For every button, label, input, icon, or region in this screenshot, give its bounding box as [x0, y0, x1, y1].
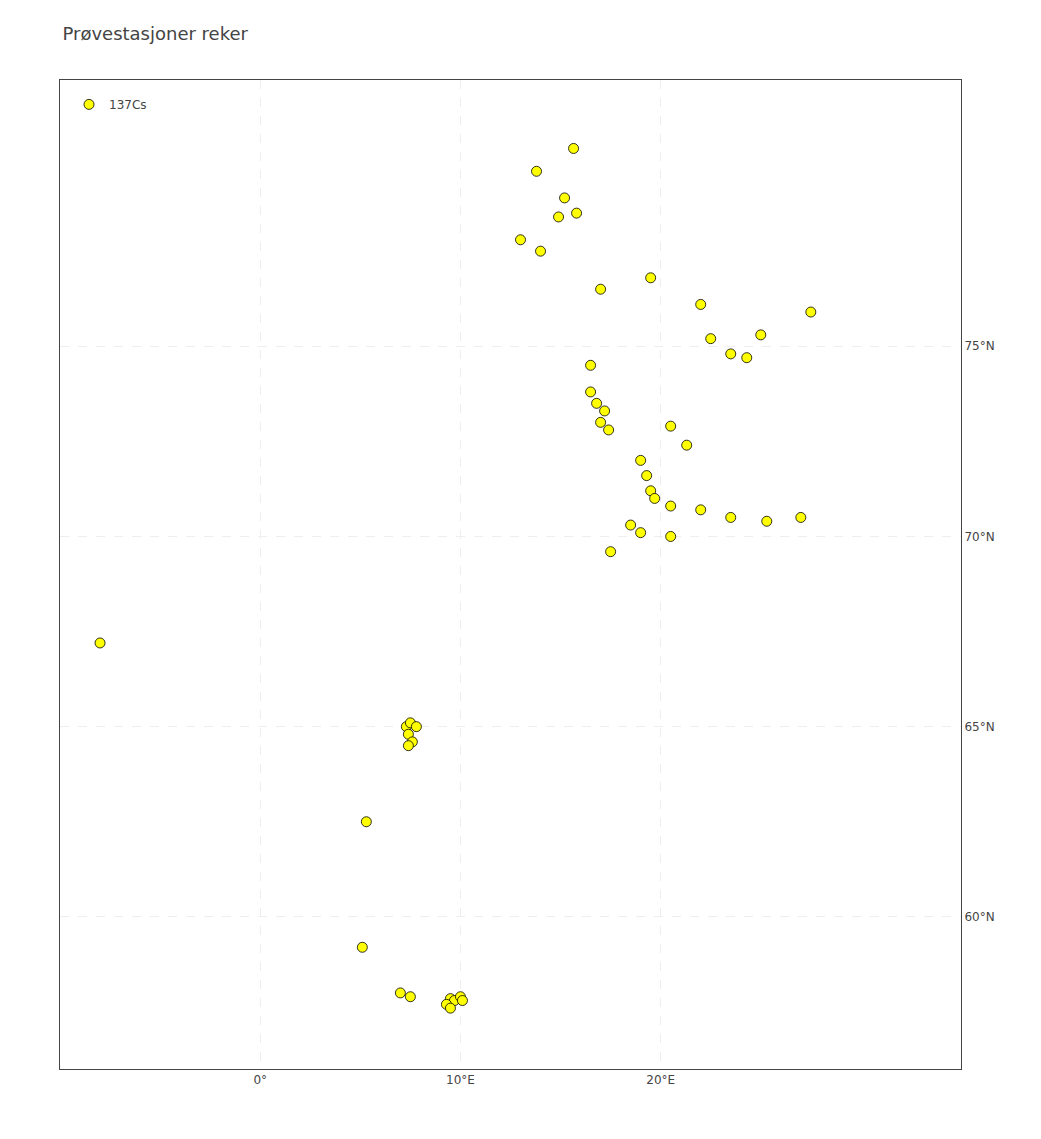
- svg-text:10°E: 10°E: [446, 1073, 475, 1087]
- svg-text:65°N: 65°N: [964, 720, 994, 734]
- svg-text:0°: 0°: [253, 1073, 267, 1087]
- svg-text:20°E: 20°E: [646, 1073, 675, 1087]
- svg-text:75°N: 75°N: [964, 339, 994, 353]
- svg-text:60°N: 60°N: [964, 910, 994, 924]
- svg-text:137Cs: 137Cs: [109, 98, 147, 112]
- svg-text:Prøvestasjoner reker: Prøvestasjoner reker: [62, 23, 248, 44]
- svg-text:70°N: 70°N: [964, 530, 994, 544]
